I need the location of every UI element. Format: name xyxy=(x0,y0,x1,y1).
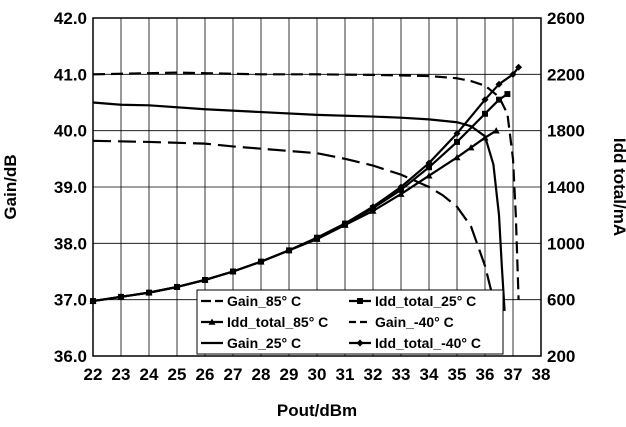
x-tick-label: 38 xyxy=(532,365,551,384)
series-point xyxy=(495,80,503,88)
series-point xyxy=(467,144,475,151)
series-point xyxy=(117,293,125,301)
series-point xyxy=(173,283,181,291)
ticks-right: 200 600 1000 1400 1800 2200 2600 xyxy=(547,9,585,366)
series-layer xyxy=(89,63,523,328)
series-point xyxy=(341,220,349,228)
x-tick-label: 34 xyxy=(420,365,439,384)
y-left-tick-label: 39.0 xyxy=(54,178,87,197)
series-point xyxy=(397,190,405,197)
x-tick-label: 25 xyxy=(168,365,187,384)
series-point xyxy=(481,96,489,104)
y-right-tick-label: 1400 xyxy=(547,178,585,197)
series-point xyxy=(496,96,502,103)
x-tick-label: 26 xyxy=(196,365,215,384)
series-point xyxy=(492,127,500,134)
series-point xyxy=(509,70,517,78)
y-right-tick-label: 200 xyxy=(547,347,575,366)
series-point xyxy=(481,134,489,141)
series-point xyxy=(229,268,237,275)
x-axis-title: Pout/dBm xyxy=(277,401,357,420)
legend-marker xyxy=(356,339,364,347)
x-tick-label: 36 xyxy=(476,365,495,384)
series-point xyxy=(425,172,433,179)
y-axis-right-title: Idd total/mA xyxy=(610,138,626,236)
series-point xyxy=(504,91,511,98)
series-point xyxy=(425,159,433,167)
series-point xyxy=(201,276,209,284)
series-line xyxy=(92,71,520,300)
legend-label: Gain_85° C xyxy=(227,293,301,309)
legend-label: Idd_total_25° C xyxy=(375,293,476,309)
series-line xyxy=(92,66,520,303)
x-tick-label: 24 xyxy=(140,365,159,384)
y-left-tick-label: 42.0 xyxy=(54,9,87,28)
series-point xyxy=(454,138,460,145)
series-point xyxy=(369,203,377,211)
legend-label: Gain_-40° C xyxy=(375,314,454,330)
x-tick-label: 29 xyxy=(280,365,299,384)
series-point xyxy=(482,110,488,117)
series-point xyxy=(285,246,293,254)
y-axis-left-title: Gain/dB xyxy=(1,154,20,219)
series-point xyxy=(515,63,523,71)
x-tick-label: 23 xyxy=(112,365,131,384)
y-left-tick-label: 38.0 xyxy=(54,234,87,253)
legend-label: Idd_total_-40° C xyxy=(375,335,481,351)
y-right-tick-label: 1800 xyxy=(547,122,585,141)
plot-frame xyxy=(92,17,542,357)
series-point xyxy=(453,153,461,161)
x-tick-label: 37 xyxy=(504,365,523,384)
x-tick-label: 33 xyxy=(392,365,411,384)
ticks-x: 22 23 24 25 26 27 28 29 30 31 32 33 34 35 36 37 38 xyxy=(84,365,551,384)
x-tick-label: 32 xyxy=(364,365,383,384)
y-left-tick-label: 40.0 xyxy=(54,122,87,141)
y-right-tick-label: 1000 xyxy=(547,234,585,253)
series-point xyxy=(426,164,432,171)
legend-label: Gain_25° C xyxy=(227,335,301,351)
x-tick-label: 31 xyxy=(336,365,355,384)
series-point xyxy=(453,129,461,137)
series-line xyxy=(92,139,501,328)
ticks-left: 36.0 37.0 38.0 39.0 40.0 41.0 42.0 xyxy=(54,9,87,366)
x-tick-label: 28 xyxy=(252,365,271,384)
x-tick-label: 35 xyxy=(448,365,467,384)
legend-marker xyxy=(208,318,216,325)
y-left-tick-label: 36.0 xyxy=(54,347,87,366)
series-point xyxy=(397,183,405,191)
series-point xyxy=(89,297,97,305)
series-line xyxy=(92,101,506,311)
legend-marker xyxy=(357,298,363,304)
legend: Gain_85° C Idd_total_25° C Idd_total_85° C… xyxy=(196,289,504,355)
y-left-tick-label: 41.0 xyxy=(54,65,87,84)
series-point xyxy=(257,258,265,266)
legend-label: Idd_total_85° C xyxy=(227,314,328,330)
x-tick-label: 22 xyxy=(84,365,103,384)
series-point xyxy=(145,289,153,297)
y-right-tick-label: 2600 xyxy=(547,9,585,28)
y-right-tick-label: 600 xyxy=(547,291,575,310)
y-left-tick-label: 37.0 xyxy=(54,291,87,310)
series-point xyxy=(313,234,321,242)
y-right-tick-label: 2200 xyxy=(547,65,585,84)
x-tick-label: 27 xyxy=(224,365,243,384)
x-tick-label: 30 xyxy=(308,365,327,384)
